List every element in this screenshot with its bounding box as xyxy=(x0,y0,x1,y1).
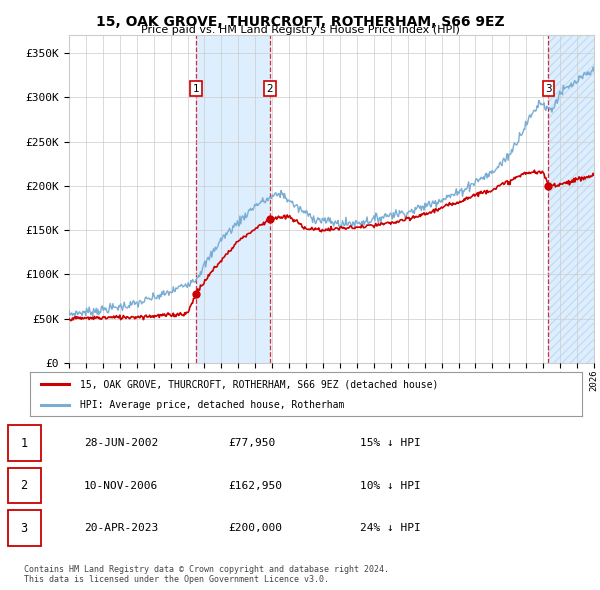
Text: 15, OAK GROVE, THURCROFT, ROTHERHAM, S66 9EZ (detached house): 15, OAK GROVE, THURCROFT, ROTHERHAM, S66… xyxy=(80,379,438,389)
Bar xyxy=(548,35,594,363)
Text: 15, OAK GROVE, THURCROFT, ROTHERHAM, S66 9EZ: 15, OAK GROVE, THURCROFT, ROTHERHAM, S66… xyxy=(95,15,505,29)
Text: 10-NOV-2006: 10-NOV-2006 xyxy=(84,481,158,490)
Text: 15% ↓ HPI: 15% ↓ HPI xyxy=(360,438,421,448)
Text: 2: 2 xyxy=(20,479,28,492)
Text: 3: 3 xyxy=(20,522,28,535)
Text: 1: 1 xyxy=(20,437,28,450)
Text: 28-JUN-2002: 28-JUN-2002 xyxy=(84,438,158,448)
Text: £77,950: £77,950 xyxy=(228,438,275,448)
Text: 1: 1 xyxy=(193,84,199,93)
Text: 3: 3 xyxy=(545,84,552,93)
Text: £200,000: £200,000 xyxy=(228,523,282,533)
Text: 24% ↓ HPI: 24% ↓ HPI xyxy=(360,523,421,533)
Text: HPI: Average price, detached house, Rotherham: HPI: Average price, detached house, Roth… xyxy=(80,400,344,410)
Text: £162,950: £162,950 xyxy=(228,481,282,490)
Text: 2: 2 xyxy=(266,84,273,93)
Bar xyxy=(548,35,594,363)
Bar xyxy=(196,35,270,363)
Text: 10% ↓ HPI: 10% ↓ HPI xyxy=(360,481,421,490)
Text: Contains HM Land Registry data © Crown copyright and database right 2024.
This d: Contains HM Land Registry data © Crown c… xyxy=(24,565,389,584)
Text: 20-APR-2023: 20-APR-2023 xyxy=(84,523,158,533)
Text: Price paid vs. HM Land Registry's House Price Index (HPI): Price paid vs. HM Land Registry's House … xyxy=(140,25,460,35)
